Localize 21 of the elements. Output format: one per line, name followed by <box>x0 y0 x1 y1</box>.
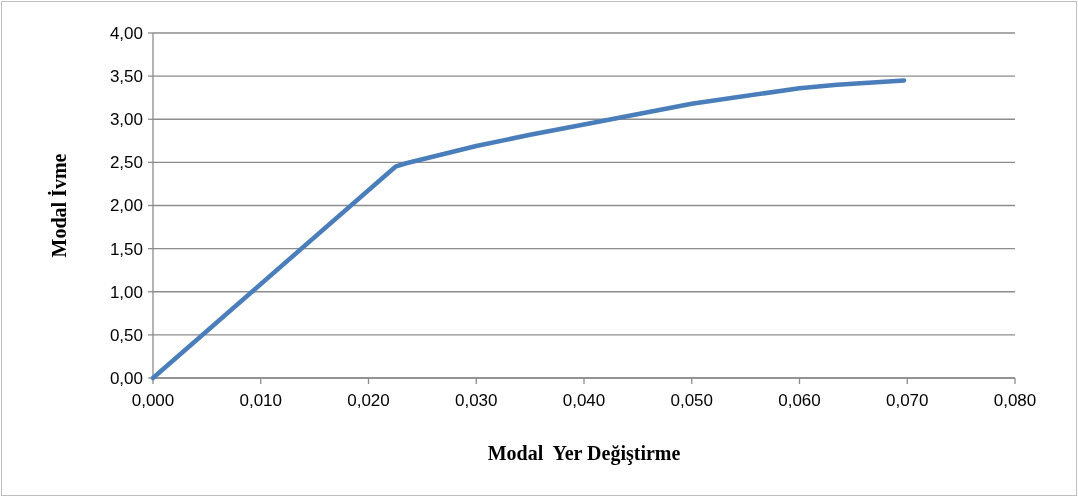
x-tick-label: 0,050 <box>670 391 714 410</box>
x-tick-label: 0,080 <box>993 391 1037 410</box>
y-tick-label: 3,00 <box>109 110 143 130</box>
x-tick-label: 0,070 <box>885 391 929 410</box>
x-tick-label: 0,000 <box>131 391 175 410</box>
y-axis-title: Modal İvme <box>47 153 70 258</box>
x-tick-label: 0,020 <box>347 391 390 410</box>
y-tick-label: 1,50 <box>109 239 143 259</box>
y-tick-label: 0,00 <box>109 368 143 388</box>
y-tick-label: 1,00 <box>109 282 143 302</box>
x-axis-title: Modal Yer Değiştirme <box>487 442 681 465</box>
y-tick-label: 3,50 <box>109 67 143 87</box>
line-series <box>150 78 907 381</box>
y-tick-label: 2,00 <box>109 196 143 216</box>
x-tick-label: 0,030 <box>454 391 498 410</box>
x-tick-label: 0,040 <box>562 391 606 410</box>
y-tick-label: 4,00 <box>109 23 143 43</box>
x-tick-label: 0,060 <box>778 391 821 410</box>
y-tick-label: 2,50 <box>109 153 143 173</box>
y-tick-label: 0,50 <box>109 325 143 345</box>
x-tick-label: 0,010 <box>239 391 283 410</box>
